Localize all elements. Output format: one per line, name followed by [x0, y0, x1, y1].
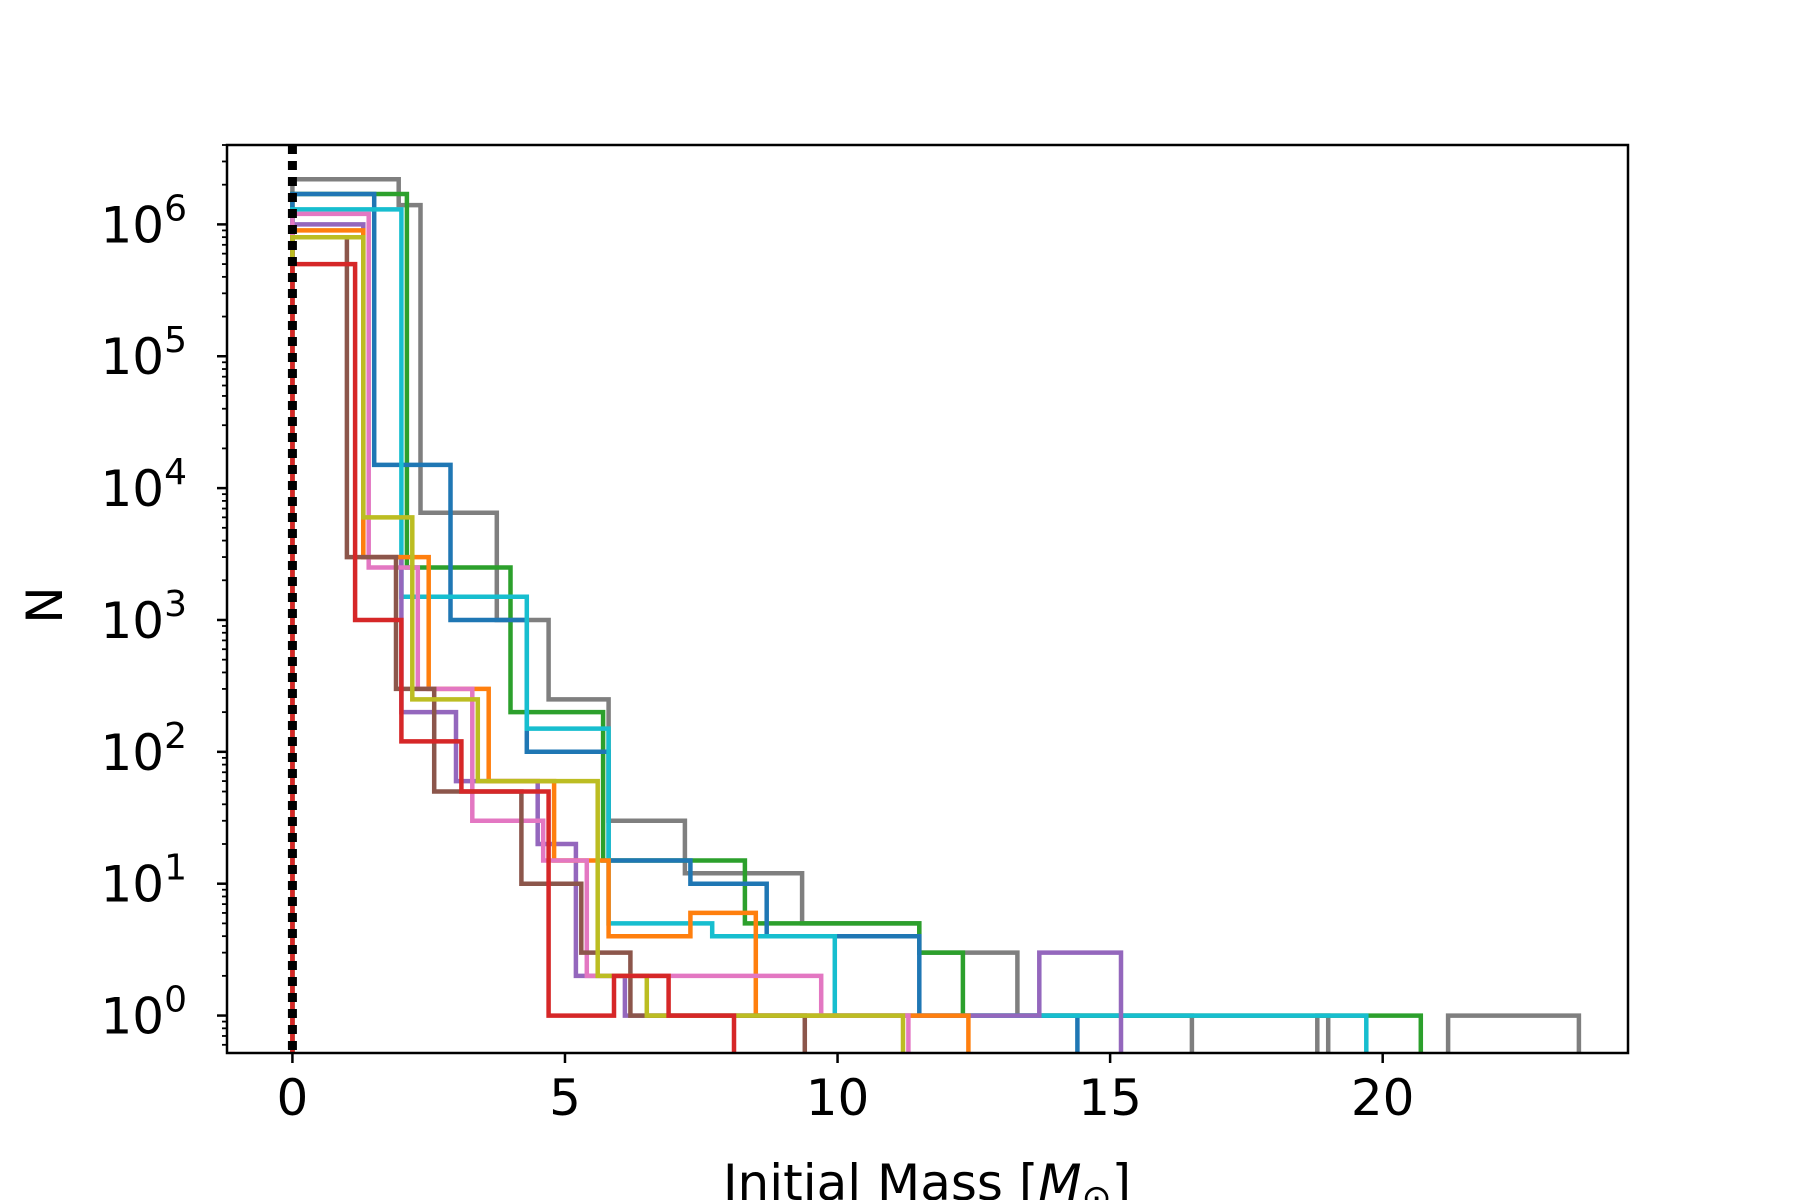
- y-tick-label: 101: [100, 848, 187, 914]
- histogram-series-3: [290, 191, 1424, 1053]
- histogram-series-11: [290, 261, 737, 1053]
- x-tick-label: 20: [1351, 1069, 1415, 1127]
- histogram-series-8: [290, 211, 911, 1053]
- x-axis-title: Initial Mass [M⊙]: [723, 1154, 1131, 1200]
- x-tick-label: 15: [1078, 1069, 1142, 1127]
- histogram-series-10: [290, 234, 906, 1053]
- histogram-series-1: [1445, 1013, 1582, 1053]
- histogram-series-5: [290, 207, 1369, 1053]
- y-tick-label: 100: [100, 980, 187, 1046]
- y-axis-ticks: 100 101 102 103 104 105 106: [100, 144, 227, 1046]
- histogram-series-2: [1315, 1013, 1331, 1053]
- x-tick-label: 5: [549, 1069, 581, 1127]
- y-axis-title: N: [16, 586, 74, 623]
- y-tick-label: 106: [100, 188, 187, 254]
- plot-frame: [225, 143, 1630, 1055]
- x-axis-ticks: 0 5 10 15 20: [277, 1053, 1415, 1127]
- y-tick-label: 102: [100, 716, 187, 782]
- histogram-series-layer: [290, 176, 1582, 1053]
- y-tick-label: 104: [100, 452, 187, 518]
- x-tick-label: 0: [277, 1069, 309, 1127]
- y-tick-label: 103: [100, 584, 187, 650]
- x-tick-label: 10: [806, 1069, 870, 1127]
- y-tick-label: 105: [100, 320, 187, 386]
